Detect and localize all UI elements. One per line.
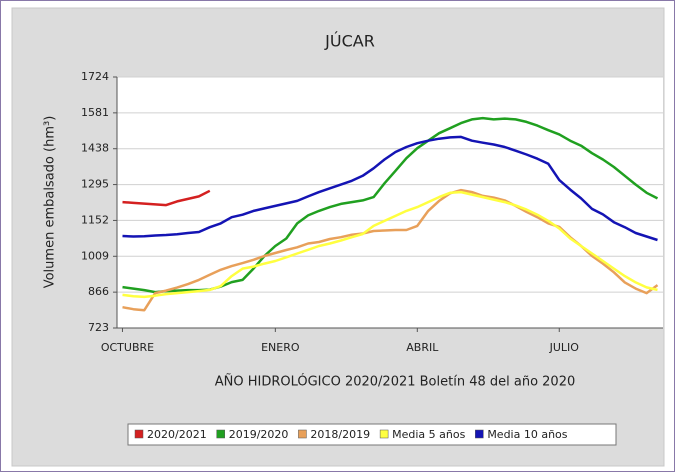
- x-tick-label: JULIO: [549, 341, 580, 354]
- legend-swatch: [216, 429, 225, 439]
- legend-swatch: [134, 429, 144, 439]
- legend-swatch: [379, 429, 389, 439]
- y-tick-label: 723: [88, 321, 109, 334]
- series-line: [122, 135, 658, 242]
- y-tick-label: 1295: [81, 178, 109, 191]
- series-line: [122, 189, 211, 207]
- y-tick-label: 1152: [81, 213, 109, 226]
- plot-area: [117, 77, 663, 328]
- x-tick-label: ABRIL: [406, 341, 439, 354]
- y-tick-label: 1724: [81, 70, 109, 83]
- legend-label: Media 5 años: [392, 428, 465, 441]
- legend-swatch: [475, 429, 484, 439]
- y-tick-label: 866: [88, 285, 109, 298]
- legend-label: 2019/2020: [229, 428, 289, 441]
- legend-label: Media 10 años: [487, 428, 567, 441]
- chart-title: JÚCAR: [324, 32, 375, 51]
- y-tick-label: 1438: [81, 142, 109, 155]
- series-line: [122, 190, 658, 299]
- x-axis-title: AÑO HIDROLÓGICO 2020/2021 Boletín 48 del…: [215, 374, 576, 390]
- legend-label: 2020/2021: [147, 428, 207, 441]
- x-tick-label: OCTUBRE: [101, 341, 154, 354]
- y-axis-title: Volumen embalsado (hm³): [43, 116, 58, 289]
- y-tick-label: 1581: [81, 106, 109, 119]
- legend-swatch: [298, 429, 307, 439]
- y-tick-label: 1009: [81, 249, 109, 262]
- x-tick-label: ENERO: [261, 341, 300, 354]
- legend: [127, 423, 617, 446]
- legend-label: 2018/2019: [310, 428, 370, 441]
